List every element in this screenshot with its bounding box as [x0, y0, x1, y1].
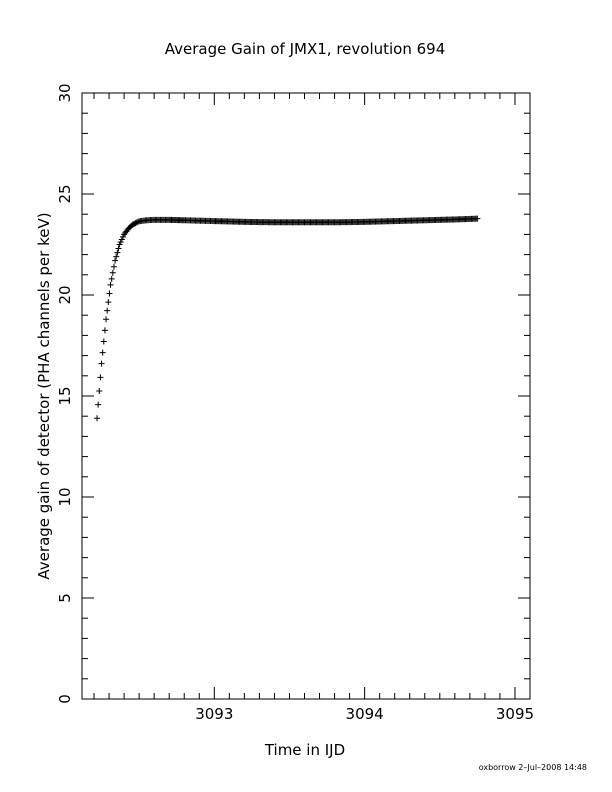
data-point	[116, 241, 123, 248]
axis-ticks	[82, 92, 531, 700]
y-tick-label: 30	[56, 83, 74, 102]
data-point	[97, 374, 104, 381]
y-tick-label: 25	[56, 184, 74, 203]
data-point	[105, 299, 112, 306]
data-point	[118, 236, 125, 243]
data-point	[103, 316, 110, 323]
data-point	[94, 415, 101, 422]
data-point	[95, 401, 102, 408]
data-point	[99, 349, 106, 356]
data-points	[94, 215, 481, 422]
x-axis-label: Time in IJD	[264, 741, 345, 759]
y-tick-label: 20	[56, 285, 74, 304]
x-tick-label: 3093	[195, 705, 233, 723]
y-tick-label: 15	[56, 386, 74, 405]
footer-credit: oxborrow 2–Jul–2008 14:48	[479, 763, 587, 772]
y-tick-label: 5	[56, 593, 74, 603]
x-tick-label: 3094	[346, 705, 384, 723]
data-point	[112, 257, 119, 264]
data-point	[119, 233, 126, 240]
data-point	[115, 245, 122, 252]
chart-title: Average Gain of JMX1, revolution 694	[165, 40, 446, 58]
data-point	[104, 307, 111, 314]
axis-tick-labels: 0 5 10 15 20 25 30 3093 3094 3095	[56, 83, 534, 723]
data-point	[96, 387, 103, 394]
y-tick-label: 10	[56, 487, 74, 506]
data-point	[110, 263, 117, 270]
data-point	[474, 215, 481, 222]
y-tick-label: 0	[56, 694, 74, 704]
data-point	[106, 290, 113, 297]
data-point	[109, 269, 116, 276]
x-tick-label: 3095	[496, 705, 534, 723]
data-point	[117, 238, 124, 245]
data-point	[100, 338, 107, 345]
data-point	[107, 281, 114, 288]
data-point	[101, 327, 108, 334]
y-axis-label: Average gain of detector (PHA channels p…	[35, 212, 53, 579]
data-point	[113, 253, 120, 260]
data-point	[114, 249, 121, 256]
data-point	[108, 275, 115, 282]
plot-frame	[81, 92, 531, 700]
data-point	[98, 360, 105, 367]
